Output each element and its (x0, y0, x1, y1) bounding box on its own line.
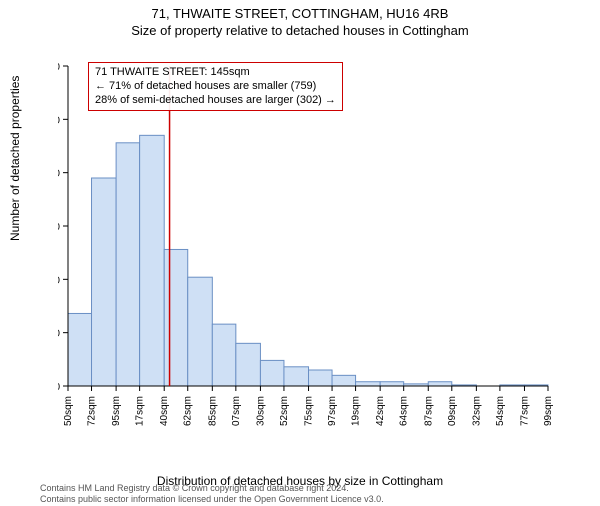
bar (68, 313, 92, 386)
x-tick-label: 319sqm (351, 396, 362, 426)
chart-title: 71, THWAITE STREET, COTTINGHAM, HU16 4RB (0, 6, 600, 21)
x-tick-label: 185sqm (207, 396, 218, 426)
bar (236, 343, 261, 386)
info-line-3: 28% of semi-detached houses are larger (… (95, 94, 336, 108)
footer-line-2: Contains public sector information licen… (40, 494, 384, 504)
footer-line-1: Contains HM Land Registry data © Crown c… (40, 483, 384, 493)
bar (356, 382, 381, 386)
histogram-svg: 0 50 100 150 200 250 300 50sqm 72sqm 95sqm 117sqm 1… (58, 56, 558, 426)
x-tick-label: 252sqm (279, 396, 290, 426)
bar (309, 370, 333, 386)
chart-area: 0 50 100 150 200 250 300 50sqm 72sqm 95sqm 117sqm 1… (58, 56, 558, 426)
y-axis-label: Number of detached properties (8, 76, 22, 241)
x-tick-label: 230sqm (255, 396, 266, 426)
x-tick-label: 162sqm (183, 396, 194, 426)
x-tick-label: 207sqm (231, 396, 242, 426)
x-tick-label: 117sqm (135, 396, 146, 426)
bar (140, 135, 165, 386)
y-tick-label: 200 (58, 169, 60, 180)
info-line-1: 71 THWAITE STREET: 145sqm (95, 66, 336, 80)
y-tick-label: 0 (58, 382, 60, 393)
x-tick-label: 275sqm (304, 396, 315, 426)
y-tick-label: 50 (58, 329, 60, 340)
x-tick-label: 499sqm (543, 396, 554, 426)
footer: Contains HM Land Registry data © Crown c… (40, 483, 384, 504)
x-tick-label: 477sqm (519, 396, 530, 426)
info-box: 71 THWAITE STREET: 145sqm ← 71% of detac… (88, 62, 343, 111)
x-tick-label: 342sqm (375, 396, 386, 426)
x-tick-label: 297sqm (327, 396, 338, 426)
bar (116, 143, 140, 386)
bar (332, 375, 356, 386)
bar (428, 382, 452, 386)
x-tick-label: 387sqm (423, 396, 434, 426)
y-tick-label: 100 (58, 275, 60, 286)
x-tick-label: 454sqm (495, 396, 506, 426)
bar (188, 277, 213, 386)
x-tick-label: 72sqm (87, 396, 98, 426)
bar (92, 178, 117, 386)
info-line-2: ← 71% of detached houses are smaller (75… (95, 80, 336, 94)
y-tick-label: 300 (58, 62, 60, 73)
y-tick-label: 150 (58, 222, 60, 233)
x-tick-label: 364sqm (399, 396, 410, 426)
bar (260, 360, 284, 386)
x-tick-label: 50sqm (63, 396, 74, 426)
y-tick-label: 250 (58, 115, 60, 126)
bar (284, 367, 309, 386)
bar (212, 324, 236, 386)
x-tick-label: 432sqm (471, 396, 482, 426)
x-tick-label: 140sqm (159, 396, 170, 426)
x-tick-label: 95sqm (111, 396, 122, 426)
x-tick-label: 409sqm (447, 396, 458, 426)
bar (164, 249, 188, 386)
chart-subtitle: Size of property relative to detached ho… (0, 23, 600, 38)
bar (380, 382, 404, 386)
